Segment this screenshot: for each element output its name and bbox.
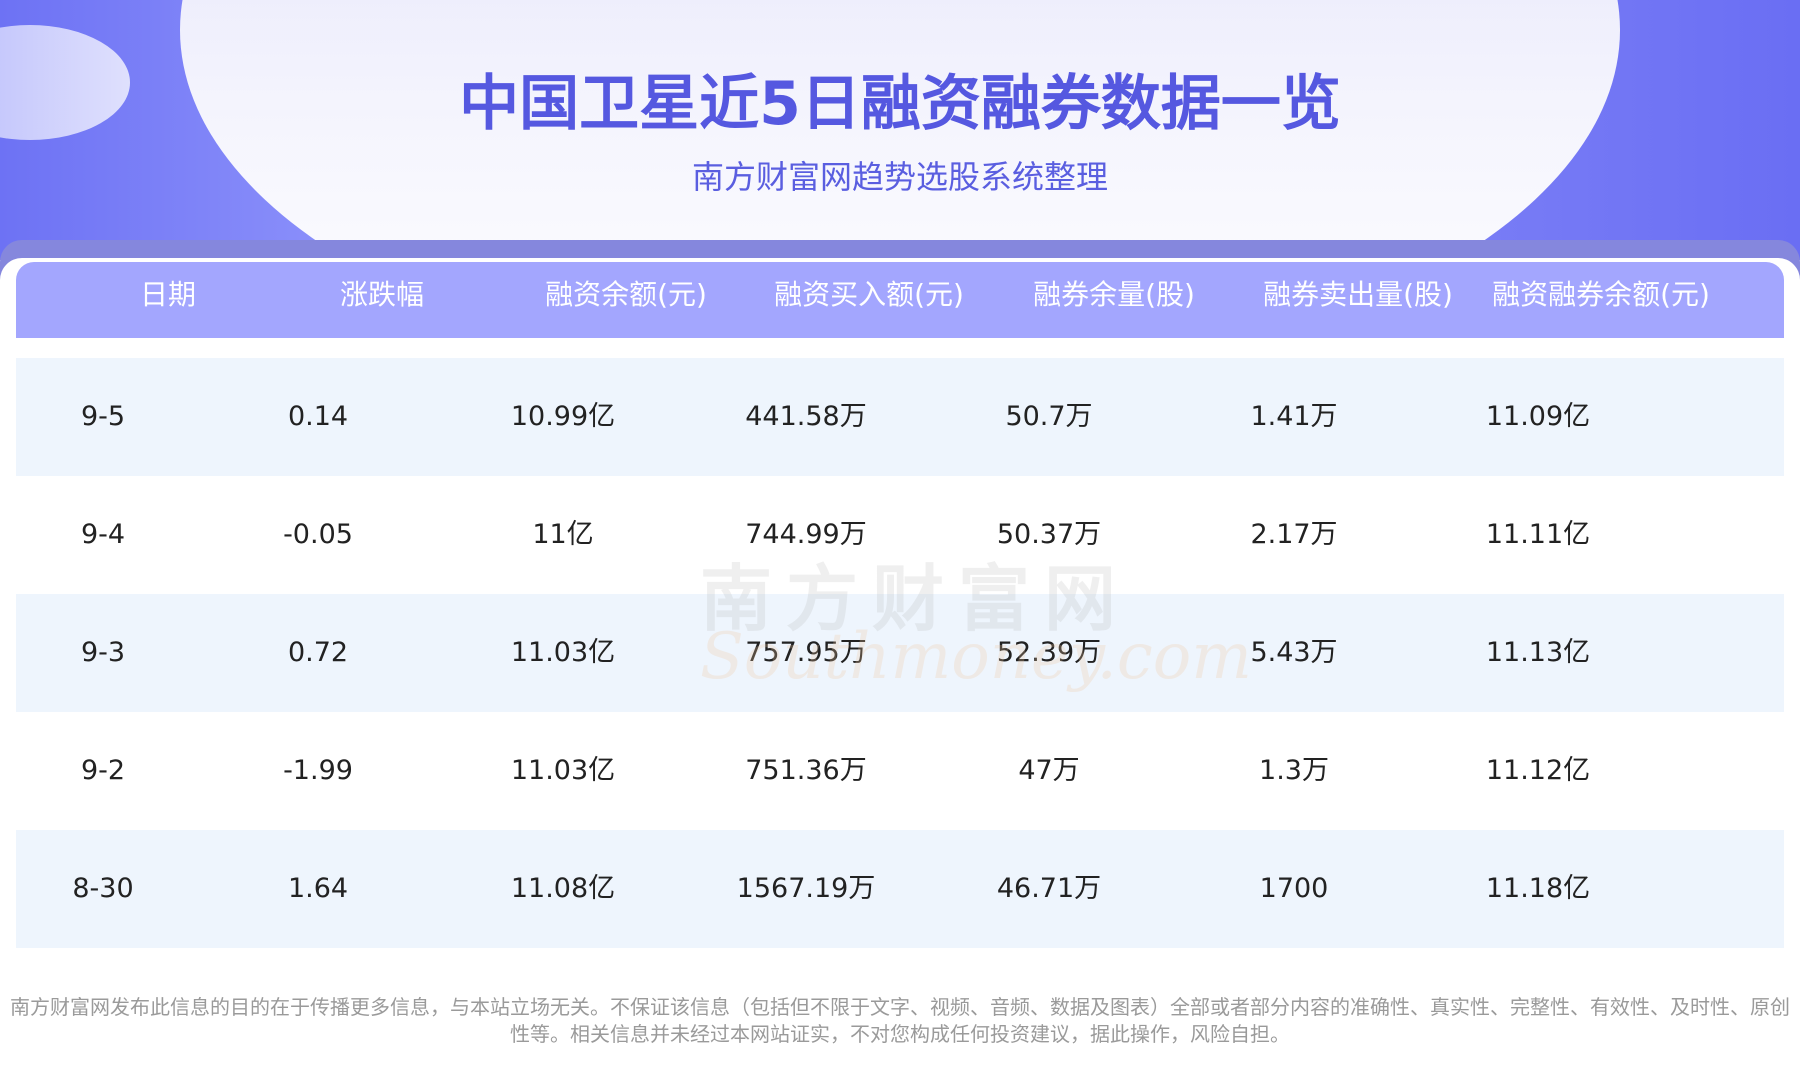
column-header: 融券余量(股) bbox=[1033, 278, 1195, 311]
column-header: 融券卖出量(股) bbox=[1263, 278, 1453, 311]
table-cell: 1.64 bbox=[287, 873, 349, 904]
banner-ellipse bbox=[180, 0, 1620, 260]
table-cell: 5.43万 bbox=[1250, 637, 1338, 668]
table-cell: 0.14 bbox=[287, 401, 349, 432]
table-cell: 0.72 bbox=[287, 637, 349, 668]
table-cell: 2.17万 bbox=[1250, 519, 1338, 550]
table-cell: 441.58万 bbox=[745, 401, 867, 432]
disclaimer: 南方财富网发布此信息的目的在于传播更多信息，与本站立场无关。不保证该信息（包括但… bbox=[10, 995, 1790, 1046]
table-cell: 757.95万 bbox=[745, 637, 867, 668]
column-header: 涨跌幅 bbox=[339, 278, 425, 311]
table-cell: 11.03亿 bbox=[510, 637, 616, 668]
table-cell: 11.09亿 bbox=[1485, 401, 1591, 432]
table-row: 9-4 -0.05 11亿 744.99万 50.37万 2.17万 11.11亿 bbox=[16, 476, 1784, 594]
table-cell: 1567.19万 bbox=[736, 873, 876, 904]
table-cell: 47万 bbox=[1018, 755, 1080, 786]
table-cell: -1.99 bbox=[283, 755, 353, 786]
watermark-en: Southmoney.com bbox=[700, 620, 1252, 694]
table-cell: 11亿 bbox=[532, 519, 594, 550]
column-header: 融资余额(元) bbox=[545, 278, 707, 311]
table-cell: 11.18亿 bbox=[1485, 873, 1591, 904]
table-cell: 8-30 bbox=[72, 873, 134, 904]
table-cell: 52.39万 bbox=[996, 637, 1102, 668]
table-cell: 11.03亿 bbox=[510, 755, 616, 786]
table-cell: 751.36万 bbox=[745, 755, 867, 786]
table-cell: 1.3万 bbox=[1259, 755, 1329, 786]
column-header: 融资买入额(元) bbox=[774, 278, 964, 311]
column-header: 日期 bbox=[139, 278, 197, 311]
table-cell: 50.37万 bbox=[996, 519, 1102, 550]
table-cell: 9-5 bbox=[80, 401, 126, 432]
table-cell: 10.99亿 bbox=[510, 401, 616, 432]
table-row: 9-3 0.72 11.03亿 757.95万 52.39万 5.43万 11.13亿 bbox=[16, 594, 1784, 712]
page-subtitle: 南方财富网趋势选股系统整理 bbox=[691, 158, 1108, 196]
table-row: 8-30 1.64 11.08亿 1567.19万 46.71万 1700 11.18亿 bbox=[16, 830, 1784, 948]
hero-banner: 中国卫星近5日融资融券数据一览 南方财富网趋势选股系统整理 bbox=[0, 0, 1800, 260]
table-cell: 50.7万 bbox=[1005, 401, 1093, 432]
table-cell: 11.12亿 bbox=[1485, 755, 1591, 786]
table-cell: 9-3 bbox=[80, 637, 126, 668]
table-cell: 9-2 bbox=[80, 755, 126, 786]
table-cell: 1.41万 bbox=[1250, 401, 1338, 432]
table-cell: 11.13亿 bbox=[1485, 637, 1591, 668]
table-cell: 11.08亿 bbox=[510, 873, 616, 904]
table-cell: -0.05 bbox=[283, 519, 353, 550]
table-cell: 11.11亿 bbox=[1485, 519, 1591, 550]
page-title: 中国卫星近5日融资融券数据一览 bbox=[459, 69, 1341, 139]
table-row: 9-5 0.14 10.99亿 441.58万 50.7万 1.41万 11.09亿 bbox=[16, 358, 1784, 476]
table-cell: 744.99万 bbox=[745, 519, 867, 550]
table-cell: 1700 bbox=[1259, 873, 1329, 904]
column-header: 融资融券余额(元) bbox=[1492, 278, 1710, 311]
table-cell: 9-4 bbox=[80, 519, 126, 550]
table-header: 日期 涨跌幅 融资余额(元) 融资买入额(元) 融券余量(股) 融券卖出量(股) 融资融券余… bbox=[16, 262, 1784, 338]
watermark-cn: 南方财富网 bbox=[700, 557, 1131, 641]
table-row: 9-2 -1.99 11.03亿 751.36万 47万 1.3万 11.12亿 bbox=[16, 712, 1784, 830]
table-cell: 46.71万 bbox=[996, 873, 1102, 904]
